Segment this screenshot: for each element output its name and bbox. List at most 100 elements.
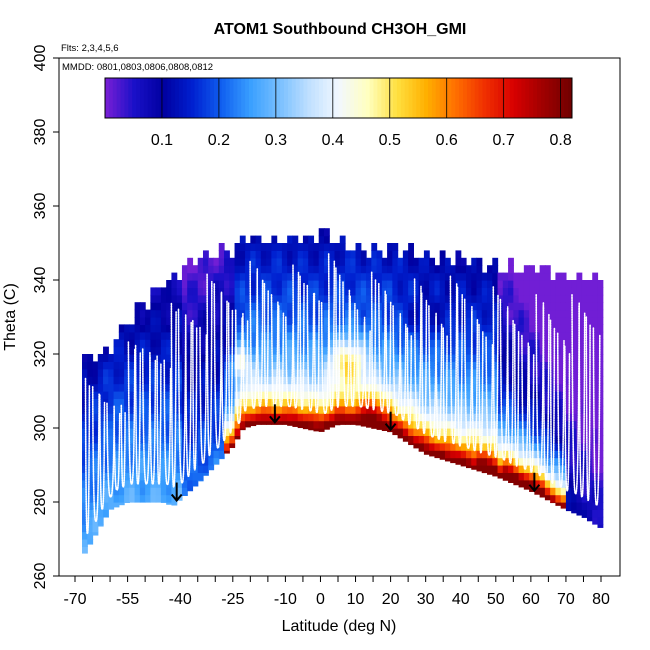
heatmap-cell [413, 280, 420, 288]
heatmap-cell [392, 324, 399, 333]
heatmap-cell [192, 302, 199, 311]
heatmap-cell [418, 450, 425, 452]
heatmap-cell [181, 479, 188, 488]
heatmap-cell [339, 354, 346, 362]
heatmap-cell [381, 391, 388, 399]
heatmap-cell [323, 302, 330, 311]
heatmap-cell [176, 309, 183, 318]
heatmap-cell [171, 287, 178, 296]
heatmap-cell [523, 368, 530, 377]
heatmap-cell [145, 487, 151, 496]
heatmap-cell [197, 317, 204, 325]
heatmap-cell [160, 442, 167, 451]
heatmap-cell [97, 361, 104, 370]
heatmap-cell [460, 339, 467, 348]
heatmap-cell [124, 472, 130, 481]
colorbar-swatch [132, 78, 137, 118]
flight-trace [134, 344, 142, 485]
heatmap-cell [150, 294, 157, 303]
heatmap-cell [387, 250, 393, 259]
heatmap-cell [360, 265, 367, 274]
heatmap-cell [360, 257, 367, 266]
heatmap-cell [339, 272, 346, 281]
heatmap-cell [513, 346, 520, 355]
heatmap-cell [455, 450, 462, 459]
heatmap-cell [266, 376, 272, 385]
heatmap-cell [313, 383, 320, 392]
heatmap-cell [481, 383, 488, 392]
heatmap-cell [387, 243, 393, 251]
heatmap-cell [323, 265, 330, 274]
heatmap-cell [508, 257, 514, 266]
heatmap-cell [155, 435, 162, 444]
heatmap-cell [513, 376, 520, 385]
heatmap-cell [224, 250, 230, 259]
heatmap-cell [429, 331, 436, 340]
colorbar-swatch [120, 78, 125, 118]
heatmap-cell [124, 354, 130, 362]
heatmap-cell [413, 376, 420, 385]
heatmap-cell [281, 243, 288, 251]
heatmap-cell [544, 317, 551, 325]
heatmap-cell [124, 487, 130, 496]
heatmap-cell [197, 265, 204, 274]
heatmap-cell [187, 487, 194, 492]
heatmap-cell [497, 457, 504, 466]
heatmap-cell [218, 428, 225, 436]
heatmap-cell [487, 346, 493, 355]
heatmap-cell [266, 405, 272, 414]
heatmap-cell [145, 331, 151, 340]
heatmap-cell [134, 317, 141, 325]
heatmap-cell [260, 413, 267, 422]
heatmap-cell [308, 287, 315, 296]
heatmap-cell [329, 280, 336, 288]
heatmap-cell [329, 346, 336, 355]
heatmap-cell [450, 420, 457, 429]
heatmap-cell [397, 294, 404, 303]
heatmap-cell [334, 294, 341, 303]
heatmap-cell [187, 309, 194, 318]
heatmap-cell [87, 472, 94, 481]
heatmap-cell [213, 280, 220, 288]
heatmap-cell [571, 368, 578, 377]
heatmap-cell [113, 413, 120, 422]
heatmap-cell [166, 398, 173, 407]
heatmap-cell [134, 494, 141, 503]
heatmap-cell [292, 420, 299, 427]
colorbar-swatch [404, 78, 410, 118]
chart-title: ATOM1 Southbound CH3OH_GMI [214, 21, 467, 38]
heatmap-cell [150, 413, 157, 422]
heatmap-cell [544, 494, 551, 501]
heatmap-cell [250, 361, 257, 370]
heatmap-cell [434, 272, 441, 281]
heatmap-cell [108, 487, 115, 496]
heatmap-cell [366, 272, 372, 281]
heatmap-cell [250, 391, 257, 399]
flight-trace [420, 292, 428, 434]
heatmap-cell [113, 339, 120, 348]
heatmap-cell [597, 391, 604, 399]
heatmap-cell [529, 339, 535, 348]
heatmap-cell [250, 354, 257, 362]
heatmap-cell [586, 287, 593, 296]
colorbar-swatch [439, 78, 445, 118]
heatmap-cell [323, 354, 330, 362]
heatmap-cell [366, 324, 372, 333]
heatmap-cell [176, 302, 183, 311]
heatmap-cell [313, 346, 320, 355]
heatmap-cell [345, 331, 351, 340]
heatmap-cell [529, 487, 535, 492]
heatmap-cell [434, 339, 441, 348]
heatmap-cell [423, 368, 430, 377]
heatmap-cell [423, 376, 430, 385]
heatmap-cell [597, 287, 604, 296]
heatmap-cell [376, 405, 383, 414]
heatmap-cell [487, 317, 493, 325]
heatmap-cell [103, 413, 109, 422]
heatmap-cell [597, 494, 604, 503]
heatmap-cell [465, 376, 472, 385]
heatmap-cell [450, 346, 457, 355]
heatmap-cell [134, 339, 141, 348]
heatmap-cell [565, 346, 572, 355]
flight-trace [313, 292, 320, 414]
